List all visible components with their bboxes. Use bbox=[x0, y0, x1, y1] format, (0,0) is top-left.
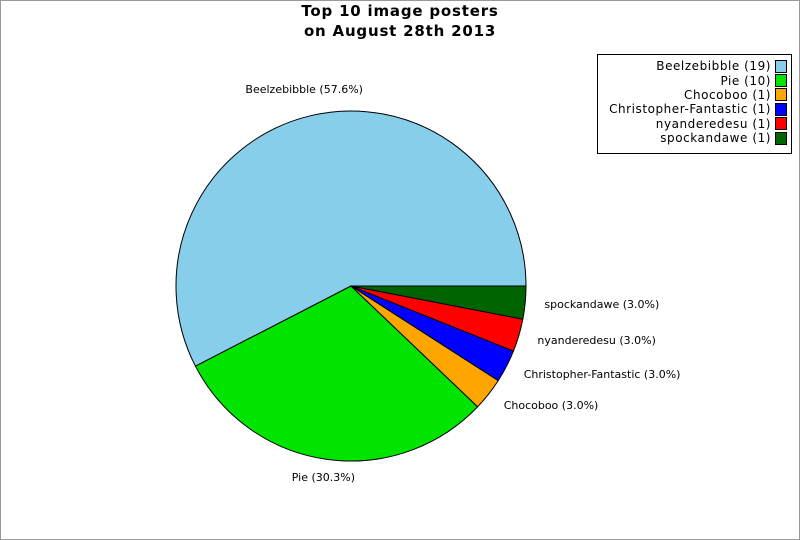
pie-slice-Beelzebibble bbox=[175, 110, 527, 367]
slice-label-nyanderedesu: nyanderedesu (3.0%) bbox=[537, 333, 656, 347]
slice-label-Chocoboo: Chocoboo (3.0%) bbox=[503, 399, 599, 413]
legend-label: spockandawe (1) bbox=[660, 131, 771, 146]
slice-label-Pie: Pie (30.3%) bbox=[291, 471, 356, 485]
legend-label: Beelzebibble (19) bbox=[656, 59, 771, 74]
legend-item-nyanderedesu: nyanderedesu (1) bbox=[598, 117, 791, 131]
legend-item-spockandawe: spockandawe (1) bbox=[598, 131, 791, 145]
legend-swatch bbox=[775, 59, 787, 73]
chart-title-line1: Top 10 image posters bbox=[301, 2, 499, 20]
legend-label: Chocoboo (1) bbox=[684, 87, 771, 102]
slice-label-spockandawe: spockandawe (3.0%) bbox=[544, 297, 660, 311]
legend-swatch bbox=[775, 88, 787, 102]
slice-label-Beelzebibble: Beelzebibble (57.6%) bbox=[245, 83, 363, 97]
legend-swatch bbox=[775, 117, 787, 131]
legend-swatch bbox=[775, 74, 787, 88]
chart-title-line2: on August 28th 2013 bbox=[303, 22, 497, 40]
legend-swatch bbox=[775, 131, 787, 145]
pie-slice-Pie bbox=[194, 285, 479, 462]
pie-slice-spockandawe bbox=[350, 285, 527, 320]
legend-label: Christopher-Fantastic (1) bbox=[609, 102, 771, 117]
chart-title: Top 10 image posters on August 28th 2013 bbox=[1, 1, 799, 41]
legend-item-Christopher-Fantastic: Christopher-Fantastic (1) bbox=[598, 102, 791, 116]
slice-label-Christopher-Fantastic: Christopher-Fantastic (3.0%) bbox=[523, 368, 681, 381]
legend: Beelzebibble (19) Pie (10) Chocoboo (1) Chr… bbox=[597, 54, 792, 154]
legend-swatch bbox=[775, 102, 787, 116]
legend-item-Pie: Pie (10) bbox=[598, 73, 791, 88]
legend-item-Chocoboo: Chocoboo (1) bbox=[598, 88, 791, 102]
legend-item-Beelzebibble: Beelzebibble (19) bbox=[598, 59, 791, 73]
legend-label: nyanderedesu (1) bbox=[655, 116, 771, 131]
legend-label: Pie (10) bbox=[720, 73, 771, 88]
